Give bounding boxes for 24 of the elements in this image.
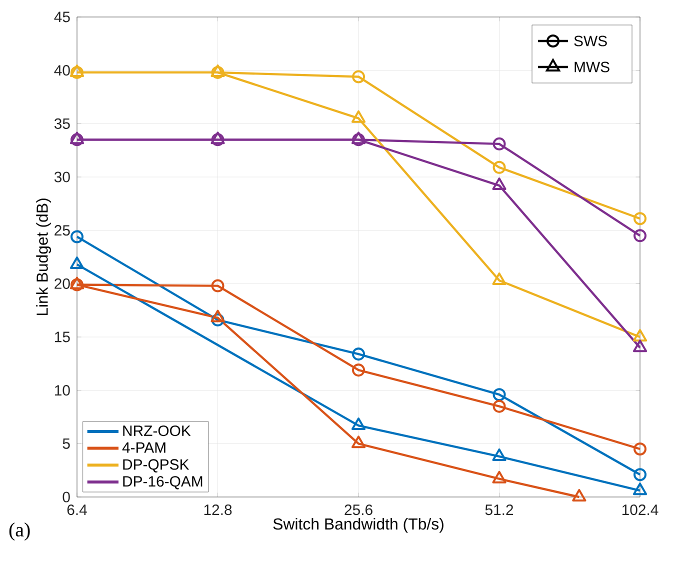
annotation: MWS: [574, 62, 610, 72]
legend-label: NRZ-OOK: [123, 425, 191, 436]
y-tick-label: 0: [62, 492, 70, 502]
x-tick-label: 51.2: [485, 504, 514, 516]
x-axis-title: Switch Bandwidth (Tb/s): [273, 518, 444, 533]
x-tick-label: 25.6: [344, 504, 372, 516]
y-tick-label: 20: [54, 278, 70, 289]
y-tick-label: 15: [55, 332, 70, 342]
y-tick-label: 5: [62, 438, 70, 449]
x-tick-label: 12.8: [204, 504, 232, 516]
legend-label: DP-QPSK: [123, 459, 190, 472]
y-tick-label: 40: [54, 65, 70, 76]
y-axis-title: Link Budget (dB): [36, 198, 52, 316]
annotation: SWS: [574, 36, 607, 46]
y-tick-label: 25: [54, 225, 70, 236]
legend-label: DP-16-QAM: [123, 476, 202, 490]
legend-label: 4-PAM: [122, 442, 166, 453]
y-tick-label: 30: [54, 172, 70, 182]
y-tick-label: 35: [54, 118, 70, 129]
text: (a): [9, 522, 30, 541]
x-tick-label: 102.4: [622, 504, 658, 516]
y-tick-label: 45: [54, 12, 70, 22]
x-tick-label: 6.4: [67, 504, 87, 516]
y-tick-label: 10: [55, 385, 70, 396]
